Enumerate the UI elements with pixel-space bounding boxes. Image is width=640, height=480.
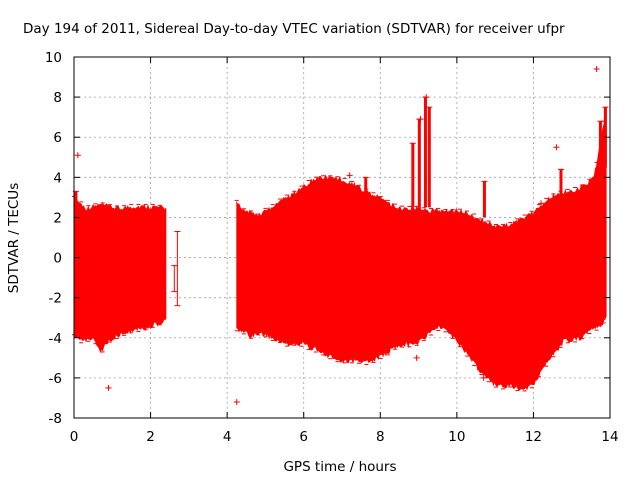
- x-tick-label: 6: [299, 429, 308, 445]
- plot-frame: [73, 56, 611, 419]
- x-tick-label: 12: [525, 429, 542, 445]
- outlier-point: [346, 172, 353, 179]
- x-tick-label: 10: [448, 429, 465, 445]
- y-tick-label: -2: [49, 291, 62, 307]
- sdtvar-band-segment: [73, 196, 167, 354]
- y-tick-label: 6: [53, 130, 62, 146]
- y-tick-label: 10: [45, 50, 62, 66]
- outlier-point: [480, 374, 487, 381]
- data-layer: [72, 66, 609, 405]
- x-tick-label: 2: [146, 429, 155, 445]
- y-tick-label: 4: [53, 170, 62, 186]
- x-axis-label: GPS time / hours: [283, 459, 396, 475]
- outlier-point: [233, 398, 240, 405]
- outlier-point: [553, 144, 560, 151]
- x-tick-label: 14: [601, 429, 618, 445]
- x-tick-label: 0: [70, 429, 79, 445]
- outlier-point: [417, 116, 424, 123]
- outlier-point: [105, 384, 112, 391]
- y-tick-label: 0: [53, 251, 62, 267]
- axis-ticks: [73, 56, 611, 419]
- y-tick-label: -6: [49, 371, 62, 387]
- sdtvar-band-segment: [236, 110, 607, 391]
- outlier-point: [74, 152, 81, 159]
- outlier-point: [413, 354, 420, 361]
- y-tick-label: 8: [53, 90, 62, 106]
- x-tick-label: 8: [376, 429, 385, 445]
- outlier-point: [593, 66, 600, 73]
- y-tick-label: -8: [49, 411, 62, 427]
- outlier-point: [538, 200, 545, 207]
- chart-title: Day 194 of 2011, Sidereal Day-to-day VTE…: [23, 21, 565, 37]
- y-axis-label: SDTVAR / TECUs: [6, 183, 22, 293]
- tick-labels: 0 2 4 6 8 10 12 14 -8 -6 -4 -2 0 2 4 6 8 10: [45, 50, 619, 445]
- x-tick-label: 4: [223, 429, 232, 445]
- outlier-point: [423, 94, 430, 101]
- y-tick-label: -4: [49, 331, 62, 347]
- y-tick-label: 2: [53, 210, 62, 226]
